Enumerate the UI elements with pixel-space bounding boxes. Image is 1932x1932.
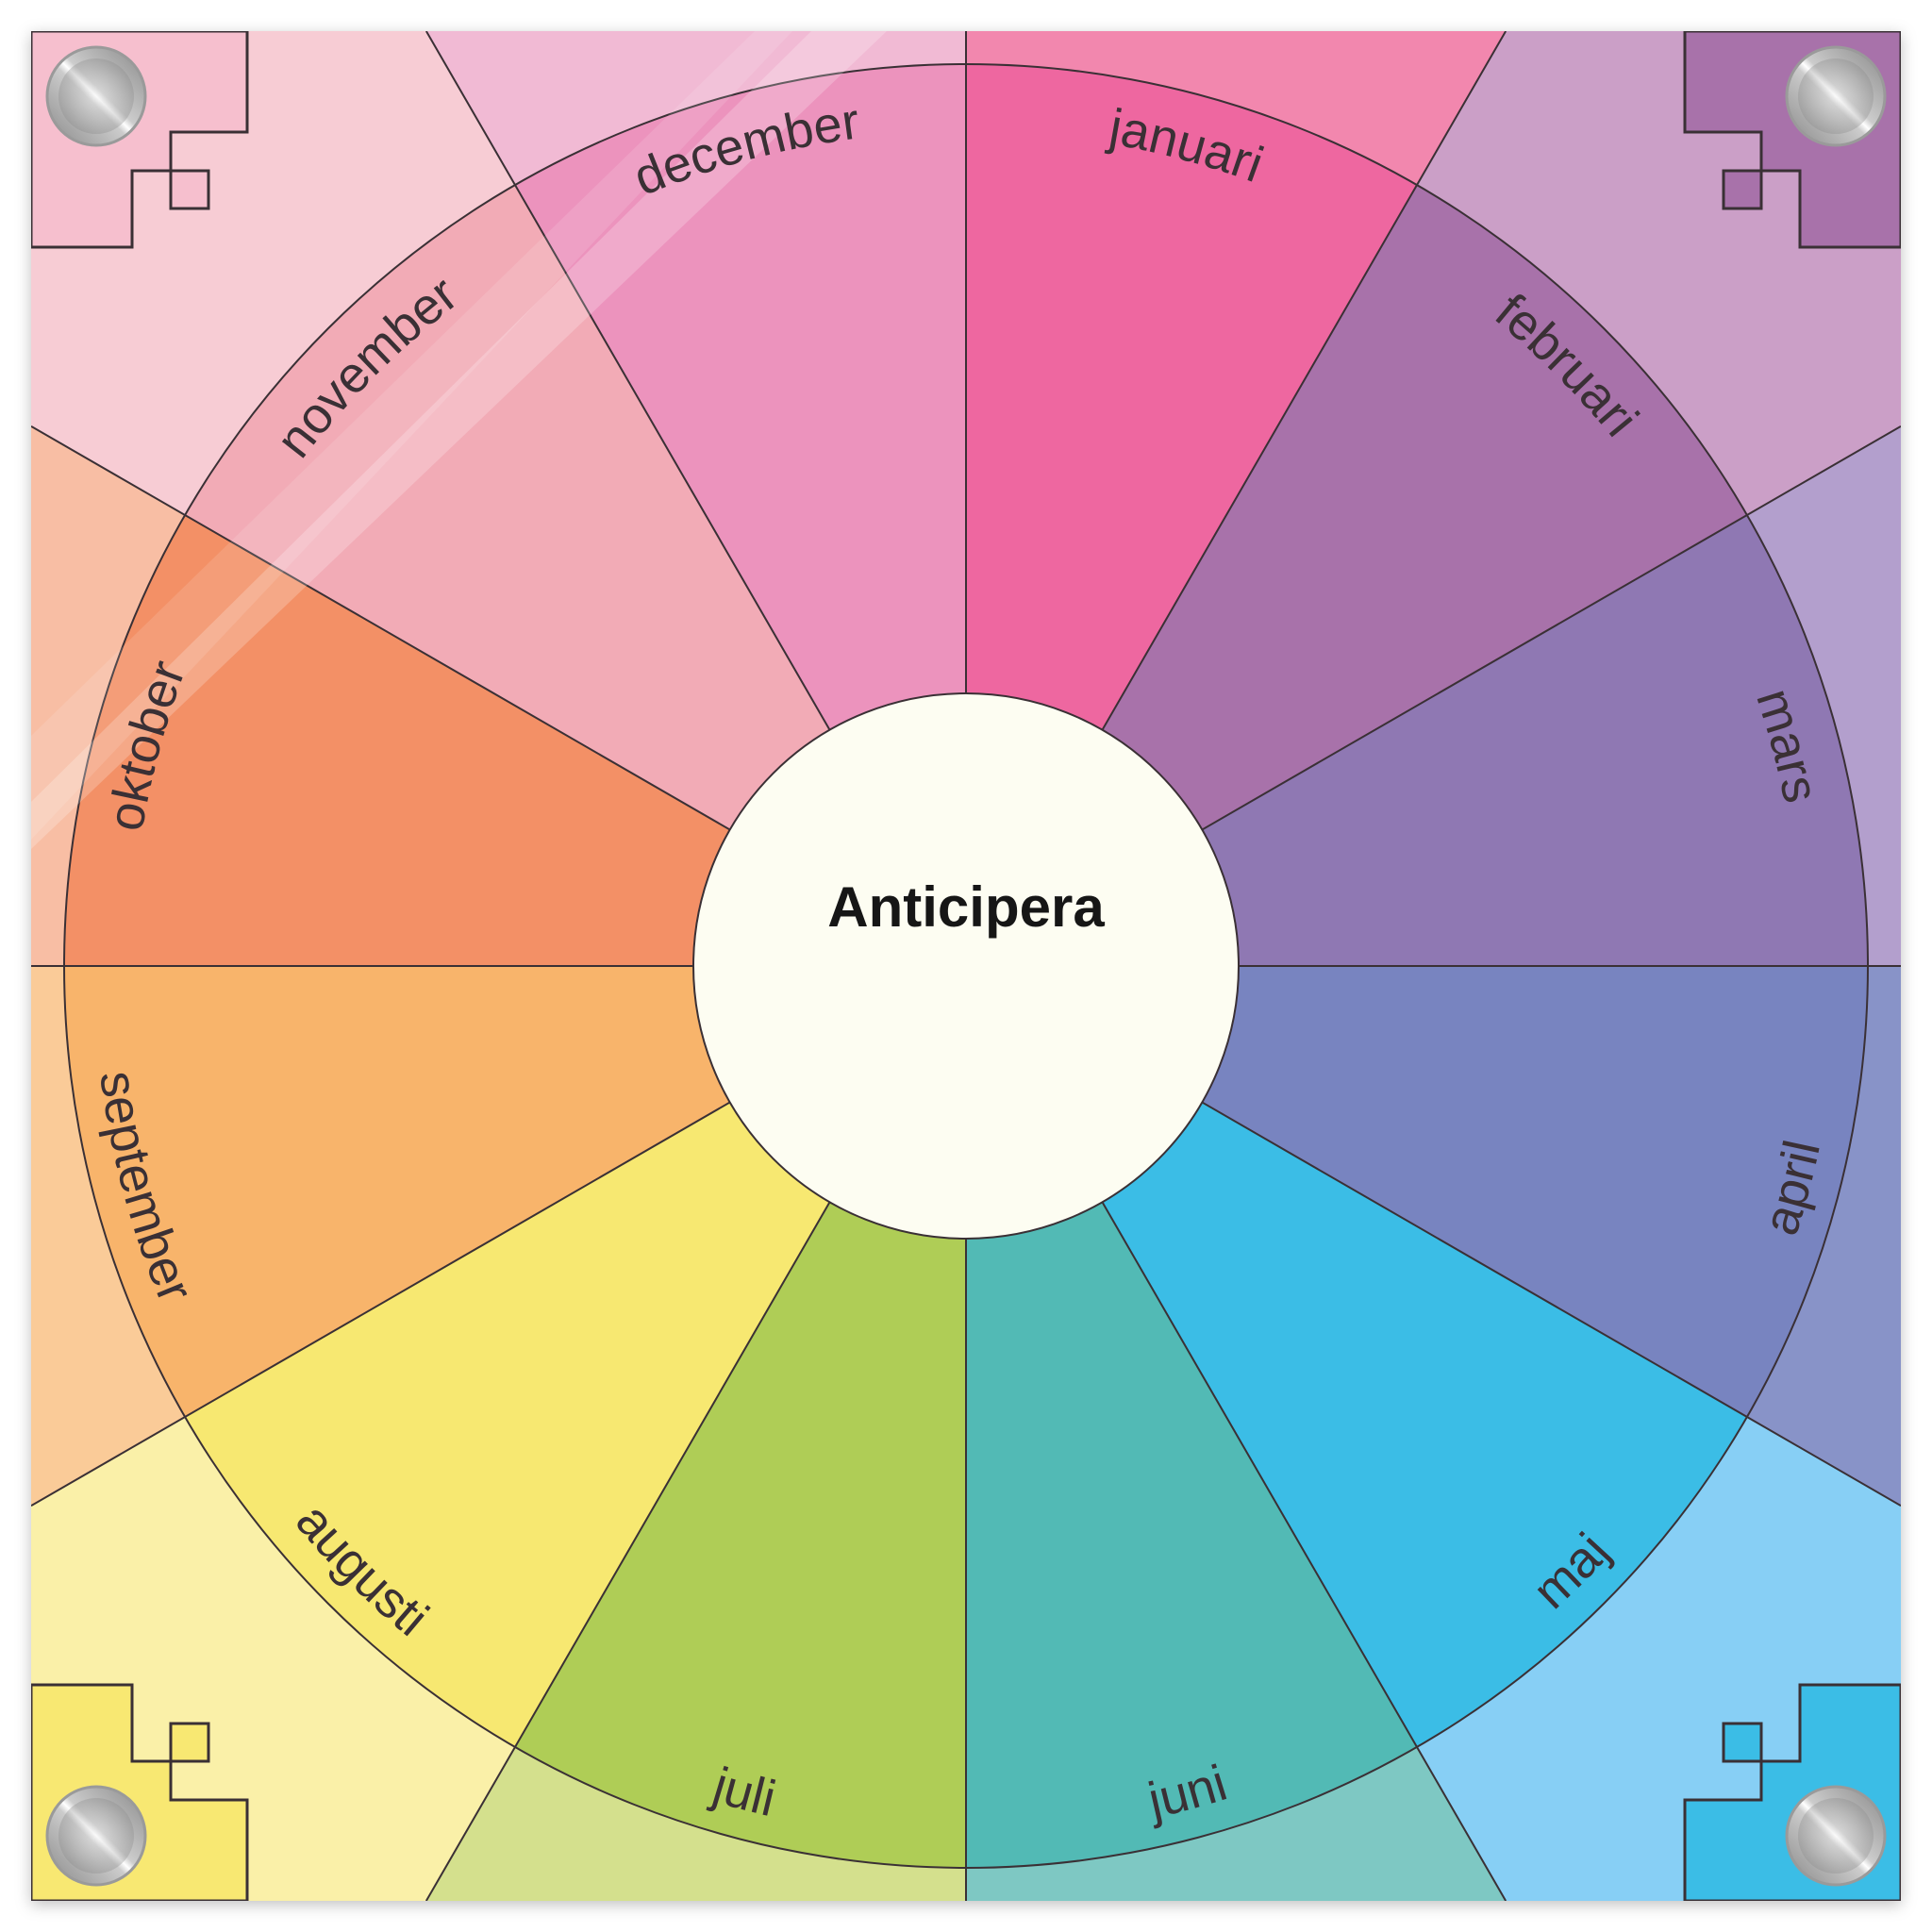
center-circle [692, 692, 1240, 1240]
screw-icon [45, 1785, 147, 1887]
glass-reflection [31, 31, 887, 849]
outer-ring [63, 63, 1869, 1869]
screw-icon [1785, 45, 1887, 147]
screws [45, 45, 1887, 1887]
wheel-title: Anticipera [827, 875, 1105, 939]
wedge-augusti [185, 966, 966, 1747]
screw-icon [45, 45, 147, 147]
wedge-november [185, 185, 966, 966]
wedge-maj [966, 966, 1747, 1747]
screw-icon [1785, 1785, 1887, 1887]
wedge-februari [966, 185, 1747, 966]
